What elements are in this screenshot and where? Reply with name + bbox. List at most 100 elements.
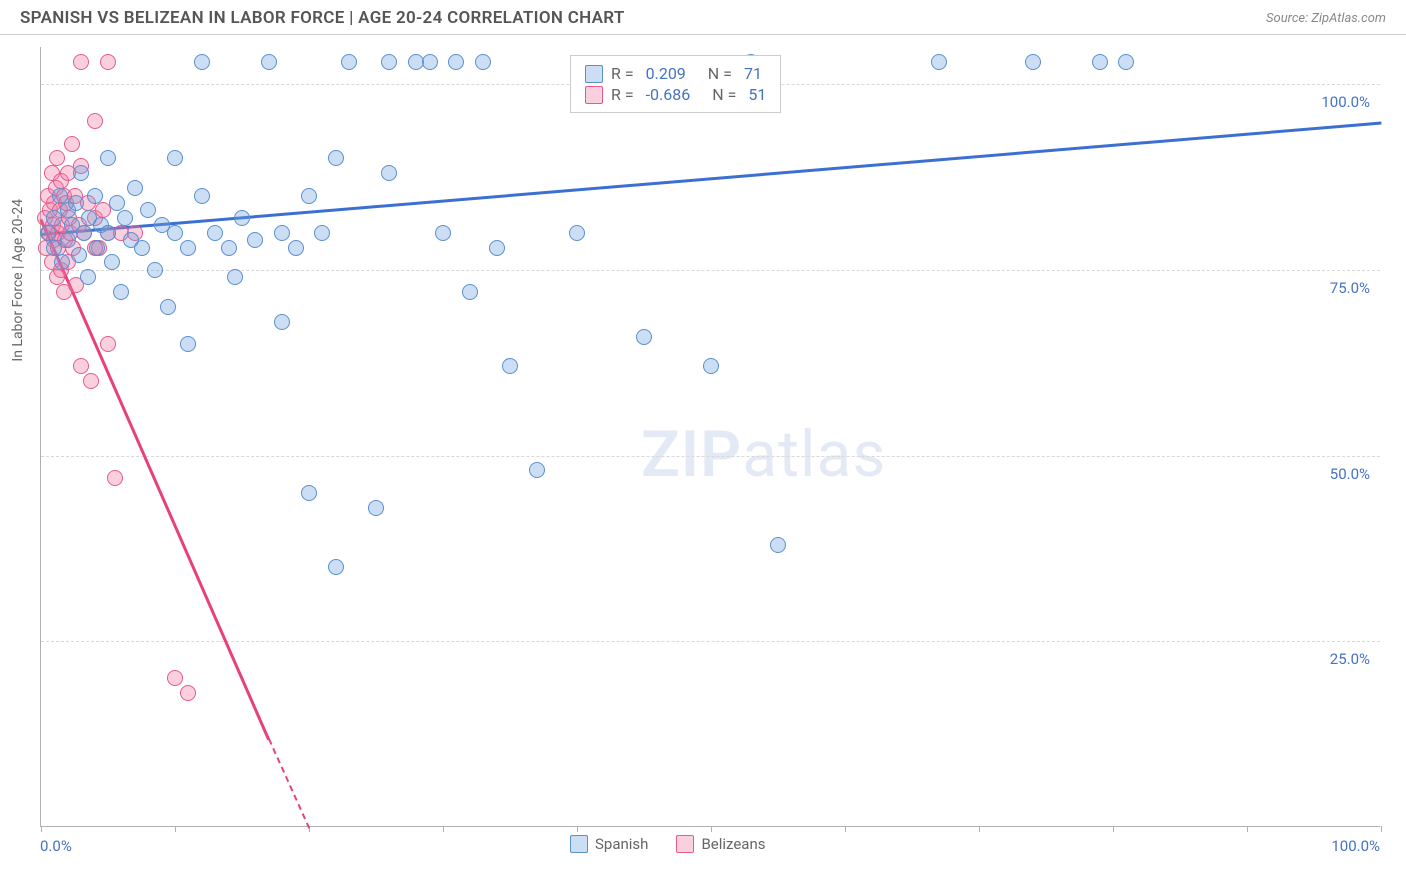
- spanish-point: [247, 232, 263, 248]
- n-value: 71: [744, 64, 762, 83]
- spanish-point: [381, 54, 397, 70]
- chart-container: In Labor Force | Age 20-24 ZIPatlas 25.0…: [0, 35, 1406, 885]
- spanish-point: [931, 54, 947, 70]
- spanish-point: [489, 240, 505, 256]
- spanish-point: [274, 314, 290, 330]
- spanish-point: [328, 559, 344, 575]
- spanish-point: [301, 188, 317, 204]
- y-tick-label: 100.0%: [1321, 93, 1370, 111]
- belizeans-point: [180, 685, 196, 701]
- regression-line: [268, 738, 310, 828]
- spanish-point: [109, 195, 125, 211]
- spanish-point: [54, 254, 70, 270]
- belizeans-point: [107, 470, 123, 486]
- spanish-point: [288, 240, 304, 256]
- spanish-point: [301, 485, 317, 501]
- spanish-point: [167, 150, 183, 166]
- x-tick: [175, 826, 176, 832]
- spanish-point: [381, 165, 397, 181]
- spanish-point: [89, 240, 105, 256]
- belizeans-point: [49, 150, 65, 166]
- x-tick: [711, 826, 712, 832]
- spanish-point: [117, 210, 133, 226]
- spanish-point: [207, 225, 223, 241]
- spanish-point: [422, 54, 438, 70]
- n-label: N =: [708, 64, 732, 83]
- x-tick: [443, 826, 444, 832]
- spanish-point: [328, 150, 344, 166]
- series-legend: Spanish Belizeans: [570, 835, 766, 853]
- spanish-point: [221, 240, 237, 256]
- x-tick: [979, 826, 980, 832]
- spanish-point: [100, 225, 116, 241]
- spanish-point: [80, 269, 96, 285]
- spanish-point: [87, 188, 103, 204]
- y-tick-label: 50.0%: [1330, 465, 1370, 483]
- belizeans-point: [100, 336, 116, 352]
- y-tick-label: 25.0%: [1330, 650, 1370, 668]
- gridline: [41, 270, 1380, 271]
- spanish-point: [368, 500, 384, 516]
- r-value: -0.686: [646, 85, 691, 104]
- legend-swatch: [585, 65, 603, 83]
- watermark: ZIPatlas: [641, 417, 886, 492]
- belizeans-point: [83, 373, 99, 389]
- chart-header: SPANISH VS BELIZEAN IN LABOR FORCE | AGE…: [0, 0, 1406, 35]
- spanish-point: [160, 299, 176, 315]
- belizeans-point: [73, 358, 89, 374]
- spanish-point: [448, 54, 464, 70]
- plot-area: ZIPatlas 25.0%50.0%75.0%100.0%: [40, 47, 1380, 827]
- correlation-legend: R =0.209N =71R =-0.686N =51: [570, 55, 781, 113]
- spanish-point: [435, 225, 451, 241]
- spanish-point: [703, 358, 719, 374]
- spanish-point: [180, 336, 196, 352]
- spanish-point: [113, 284, 129, 300]
- gridline: [41, 641, 1380, 642]
- series-legend-item: Belizeans: [676, 835, 765, 853]
- legend-swatch: [585, 86, 603, 104]
- spanish-point: [180, 240, 196, 256]
- r-label: R =: [611, 64, 634, 83]
- n-label: N =: [712, 85, 736, 104]
- spanish-point: [73, 165, 89, 181]
- spanish-point: [529, 462, 545, 478]
- x-axis-max-label: 100.0%: [1331, 837, 1380, 855]
- legend-swatch: [676, 835, 694, 853]
- x-tick: [1381, 826, 1382, 832]
- series-legend-label: Spanish: [595, 835, 648, 853]
- series-legend-label: Belizeans: [701, 835, 765, 853]
- spanish-point: [341, 54, 357, 70]
- spanish-point: [100, 150, 116, 166]
- x-tick: [577, 826, 578, 832]
- spanish-point: [104, 254, 120, 270]
- spanish-point: [167, 225, 183, 241]
- spanish-point: [314, 225, 330, 241]
- correlation-legend-row: R = -0.686 N = 51: [585, 85, 766, 104]
- belizeans-point: [100, 54, 116, 70]
- n-value: 51: [748, 85, 766, 104]
- spanish-point: [194, 188, 210, 204]
- regression-line: [40, 219, 270, 740]
- spanish-point: [462, 284, 478, 300]
- spanish-point: [770, 537, 786, 553]
- belizeans-point: [64, 136, 80, 152]
- x-tick: [1247, 826, 1248, 832]
- spanish-point: [68, 195, 84, 211]
- belizeans-point: [167, 670, 183, 686]
- correlation-legend-row: R =0.209N =71: [585, 64, 766, 83]
- spanish-point: [134, 240, 150, 256]
- r-label: R =: [611, 85, 634, 104]
- spanish-point: [71, 247, 87, 263]
- spanish-point: [569, 225, 585, 241]
- spanish-point: [475, 54, 491, 70]
- x-tick: [41, 826, 42, 832]
- gridline: [41, 456, 1380, 457]
- spanish-point: [1118, 54, 1134, 70]
- spanish-point: [227, 269, 243, 285]
- spanish-point: [76, 225, 92, 241]
- belizeans-point: [87, 113, 103, 129]
- series-legend-item: Spanish: [570, 835, 648, 853]
- y-axis-title: In Labor Force | Age 20-24: [10, 199, 26, 362]
- spanish-point: [1025, 54, 1041, 70]
- spanish-point: [147, 262, 163, 278]
